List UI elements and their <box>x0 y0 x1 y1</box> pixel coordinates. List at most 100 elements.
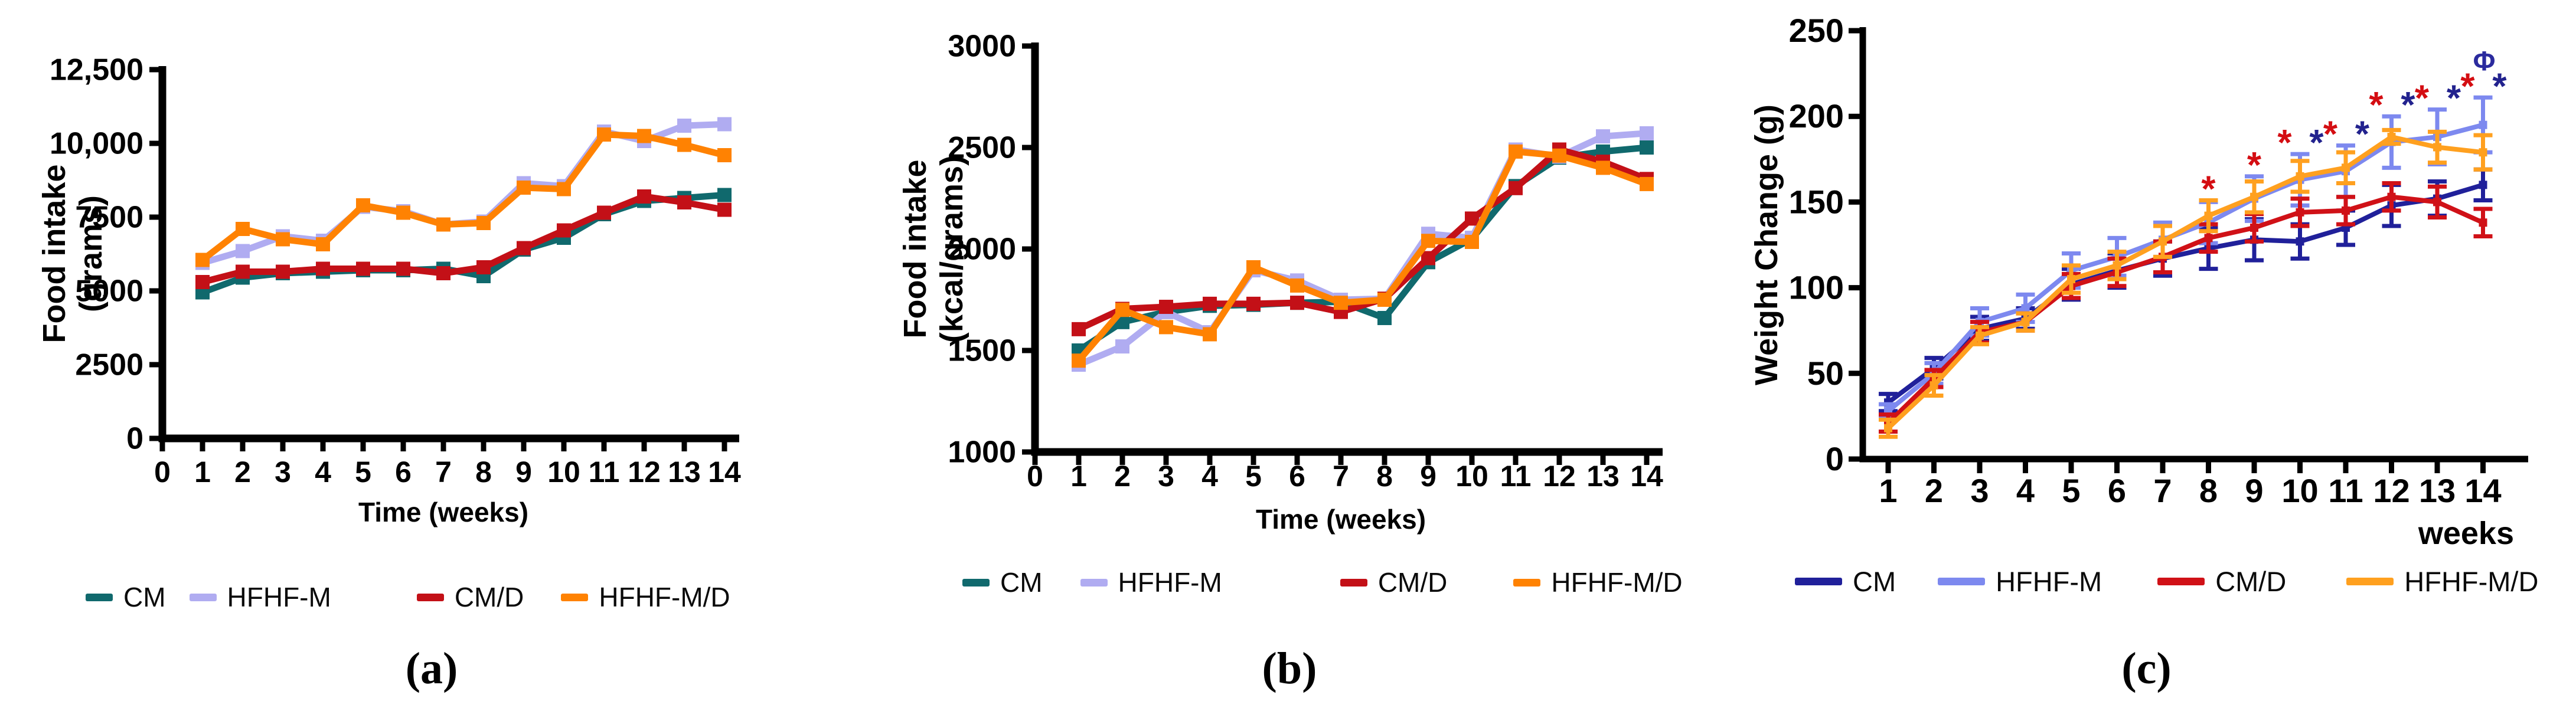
y-axis-title: (kcal/grams) <box>934 155 969 343</box>
legend-b: CM HFHF-M CM/D HFHF-M/D <box>962 566 1683 598</box>
x-tick-label: 5 <box>2062 472 2080 509</box>
x-tick-label: 8 <box>1376 460 1393 493</box>
panel-c: 0 50 100 150 200 250 1 2 3 4 5 6 7 8 9 10 11 12 13 14 Weight… <box>1689 0 2576 711</box>
significance-star: * <box>2201 169 2216 209</box>
significance-star: * <box>2309 123 2324 163</box>
data-point-CM/D <box>195 275 210 289</box>
data-point-HFHF-M/D <box>436 217 450 232</box>
x-tick-label: 0 <box>1027 460 1043 493</box>
y-tick-label: 2500 <box>75 348 143 382</box>
y-tick-label: 12,500 <box>50 53 143 87</box>
data-point-HFHF-M/D <box>2387 133 2396 142</box>
data-point-CM/D <box>436 266 450 280</box>
data-point-CM/D <box>717 202 732 217</box>
x-tick-label: 2 <box>1925 472 1943 509</box>
data-point-HFHF-M/D <box>1115 303 1129 317</box>
x-axis-title: weeks <box>2418 516 2514 551</box>
legend-item-hfhf-m-d: HFHF-M/D <box>1513 566 1683 598</box>
data-point-CM/D <box>1465 211 1479 226</box>
y-tick-label: 1000 <box>948 435 1016 470</box>
y-tick-label: 1500 <box>948 334 1016 368</box>
hfhf-m-swatch-icon <box>1080 578 1108 587</box>
data-point-HFHF-M/D <box>1552 148 1566 163</box>
data-point-HFHF-M/D <box>2159 237 2167 246</box>
y-tick-label: 0 <box>126 422 143 456</box>
data-point-HFHF-M <box>717 117 732 132</box>
x-tick-label: 11 <box>589 456 620 489</box>
cm-d-swatch-icon <box>2157 578 2205 585</box>
data-point-HFHF-M <box>2479 120 2487 129</box>
x-tick-label: 3 <box>1970 472 1989 509</box>
data-point-HFHF-M/D <box>2342 163 2350 172</box>
x-tick-label: 12 <box>628 456 661 489</box>
data-point-HFHF-M/D <box>557 182 571 196</box>
series-line-CM/D <box>1886 194 2484 425</box>
significance-star: * <box>2460 66 2475 107</box>
legend-item-cm: CM <box>962 566 1043 598</box>
cm-swatch-icon <box>962 578 990 587</box>
x-tick-label: 6 <box>1289 460 1305 493</box>
caption-c: (c) <box>2121 644 2172 693</box>
data-point-HFHF-M <box>1115 339 1129 354</box>
x-tick-label: 7 <box>1333 460 1349 493</box>
significance-star: * <box>2415 78 2430 119</box>
data-point-CM/D <box>557 223 571 238</box>
y-tick-label: 150 <box>1789 183 1844 220</box>
data-point-HFHF-M/D <box>195 253 210 267</box>
caption-a: (a) <box>405 644 458 693</box>
x-tick-label: 9 <box>1420 460 1436 493</box>
data-point-HFHF-M/D <box>1465 234 1479 249</box>
y-tick-label: 200 <box>1789 97 1844 135</box>
legend-label-cm-d: CM/D <box>454 582 524 612</box>
data-point-HFHF-M/D <box>2021 317 2030 326</box>
data-point-HFHF-M/D <box>677 137 691 152</box>
y-tick-label: 250 <box>1789 12 1844 49</box>
data-point-CM/D <box>517 241 531 255</box>
data-point-HFHF-M/D <box>356 198 370 212</box>
data-point-CM/D <box>2387 192 2396 201</box>
x-axis-title: Time (weeks) <box>358 497 528 527</box>
cm-d-swatch-icon <box>1340 578 1367 587</box>
data-point-HFHF-M/D <box>637 129 651 143</box>
data-point-CM/D <box>276 264 290 279</box>
legend-label-cm: CM <box>1000 567 1043 598</box>
legend-label-cm-d: CM/D <box>2215 566 2287 597</box>
data-point-HFHF-M/D <box>1596 160 1610 175</box>
data-point-HFHF-M/D <box>236 222 250 236</box>
x-tick-label: 9 <box>515 456 532 489</box>
legend-label-hfhf-m-d: HFHF-M/D <box>1551 567 1683 598</box>
legend-item-hfhf-m: HFHF-M <box>1938 565 2102 598</box>
series-line-CM <box>1886 182 2484 405</box>
data-point-HFHF-M/D <box>2479 148 2487 157</box>
data-point-HFHF-M/D <box>1246 260 1261 274</box>
x-tick-label: 8 <box>2199 472 2218 509</box>
data-point-HFHF-M <box>2021 304 2030 313</box>
y-axis-title: Food intake <box>37 164 72 343</box>
data-point-HFHF-M/D <box>2296 172 2304 181</box>
legend-label-hfhf-m: HFHF-M <box>227 582 331 612</box>
data-point-CM/D <box>236 264 250 279</box>
legend-item-hfhf-m: HFHF-M <box>189 581 331 613</box>
panel-a: 0 2500 5000 7500 10,000 12,500 0 1 2 3 4 5 6 7 8 9 10 11 1… <box>0 0 785 711</box>
x-tick-label: 2 <box>234 456 251 489</box>
legend-item-cm-d: CM/D <box>1340 566 1447 598</box>
legend-label-hfhf-m-d: HFHF-M/D <box>2404 566 2539 597</box>
data-point-HFHF-M/D <box>1884 424 1892 433</box>
hfhf-m-swatch-icon <box>1938 578 1986 585</box>
legend-item-cm-d: CM/D <box>2157 565 2286 598</box>
data-point-CM/D <box>1421 251 1435 266</box>
y-tick-label: 0 <box>1826 440 1844 477</box>
data-point-HFHF-M/D <box>1203 327 1217 342</box>
data-point-HFHF-M/D <box>1976 331 1984 340</box>
x-tick-label: 4 <box>2016 472 2035 509</box>
data-point-CM/D <box>2204 234 2213 243</box>
y-tick-label: 10,000 <box>50 127 143 161</box>
hfhf-m-d-swatch-icon <box>561 593 589 601</box>
x-tick-label: 4 <box>315 456 331 489</box>
data-point-CM/D <box>677 195 691 209</box>
data-point-HFHF-M/D <box>1640 176 1654 191</box>
x-tick-label: 5 <box>1245 460 1262 493</box>
